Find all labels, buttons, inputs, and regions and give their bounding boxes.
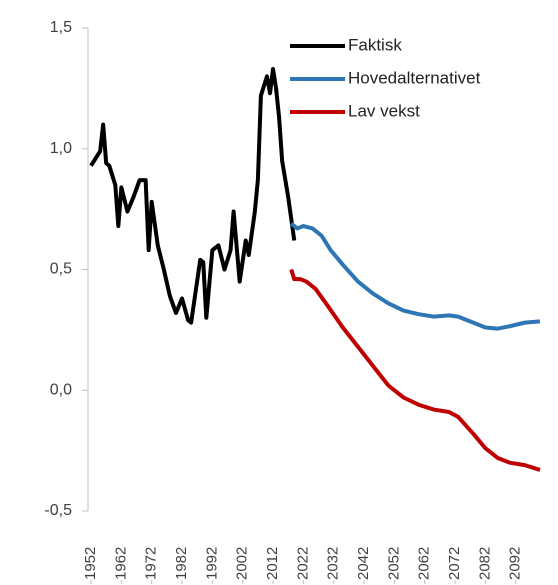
y-tick-label: 0,0 — [50, 381, 72, 398]
x-tick-label: 1952 — [82, 547, 99, 580]
x-tick-label: 2022 — [294, 547, 311, 580]
x-tick-label: 1982 — [173, 547, 190, 580]
legend-label: Faktisk — [348, 35, 402, 54]
legend-label: Hovedalternativet — [348, 68, 481, 87]
y-tick-label: -0,5 — [44, 502, 72, 519]
x-tick-label: 2042 — [355, 547, 372, 580]
y-tick-label: 0,5 — [50, 261, 72, 278]
x-tick-label: 1992 — [203, 547, 220, 580]
y-tick-label: 1,0 — [50, 140, 72, 157]
legend-label: Lav vekst — [348, 101, 420, 120]
x-tick-label: 2002 — [234, 547, 251, 580]
y-tick-label: 1,5 — [50, 19, 72, 36]
x-tick-label: 2012 — [264, 547, 281, 580]
x-tick-label: 2072 — [446, 547, 463, 580]
x-tick-label: 2062 — [416, 547, 433, 580]
x-tick-label: 2082 — [476, 547, 493, 580]
series-line — [289, 222, 541, 331]
series-line — [89, 67, 297, 325]
x-tick-label: 2052 — [385, 547, 402, 580]
series-line — [289, 268, 541, 472]
x-tick-label: 2032 — [325, 547, 342, 580]
x-tick-label: 2092 — [507, 547, 524, 580]
x-tick-label: 1962 — [112, 547, 129, 580]
x-tick-label: 1972 — [143, 547, 160, 580]
